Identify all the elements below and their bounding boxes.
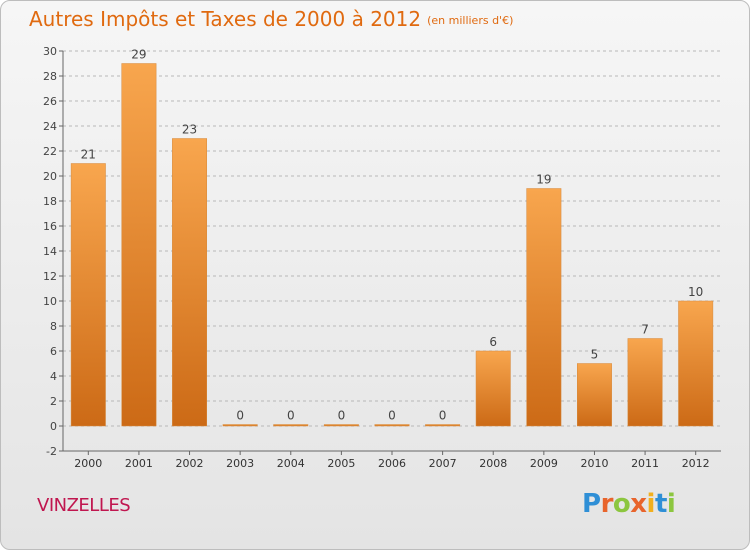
data-label-2008: 6: [489, 335, 497, 349]
bar-2010: [577, 363, 612, 427]
y-tick-label: 22: [43, 145, 57, 158]
bar-2002: [172, 138, 207, 427]
data-label-2005: 0: [338, 409, 346, 423]
x-tick-label-2002: 2002: [176, 457, 204, 470]
bar-2000: [70, 163, 106, 427]
y-tick-label: 14: [43, 245, 57, 258]
y-tick-label: 24: [43, 120, 57, 133]
bar-2012: [678, 300, 714, 427]
data-label-2002: 23: [182, 123, 197, 137]
bar-2005: [323, 424, 359, 427]
y-tick-label: 16: [43, 220, 57, 233]
y-tick-label: 0: [50, 420, 57, 433]
x-tick-label-2001: 2001: [125, 457, 153, 470]
bar-2009: [526, 188, 562, 427]
data-label-2010: 5: [591, 348, 599, 362]
bar-2004: [273, 424, 309, 427]
commune-name: VINZELLES: [37, 495, 131, 516]
bar-2008: [475, 350, 511, 427]
chart-subtitle: (en milliers d'€): [427, 14, 514, 27]
y-tick-label: 8: [50, 320, 57, 333]
y-tick-label: 6: [50, 345, 57, 358]
x-tick-label-2000: 2000: [74, 457, 102, 470]
y-tick-label: 28: [43, 70, 57, 83]
bar-2006: [374, 424, 410, 427]
y-tick-label: 20: [43, 170, 57, 183]
proxiti-logo: Proxiti: [582, 489, 676, 519]
y-tick-label: 10: [43, 295, 57, 308]
y-tick-label: -2: [46, 445, 57, 458]
data-label-2006: 0: [388, 409, 396, 423]
bar-2003: [222, 424, 258, 427]
data-label-2000: 21: [81, 148, 96, 162]
x-tick-label-2004: 2004: [277, 457, 305, 470]
data-label-2003: 0: [236, 409, 244, 423]
y-tick-label: 12: [43, 270, 57, 283]
bar-2001: [121, 63, 157, 427]
x-tick-label-2009: 2009: [530, 457, 558, 470]
x-tick-label-2006: 2006: [378, 457, 406, 470]
bar-2007: [425, 424, 461, 427]
chart-title: Autres Impôts et Taxes de 2000 à 2012 (en…: [29, 7, 513, 31]
x-tick-label-2003: 2003: [226, 457, 254, 470]
x-tick-label-2012: 2012: [682, 457, 710, 470]
y-tick-label: 4: [50, 370, 57, 383]
data-label-2007: 0: [439, 409, 447, 423]
bar-2011: [627, 338, 663, 427]
x-tick-label-2011: 2011: [631, 457, 659, 470]
x-tick-label-2010: 2010: [580, 457, 608, 470]
data-label-2009: 19: [536, 173, 551, 187]
y-tick-label: 2: [50, 395, 57, 408]
title-text: Autres Impôts et Taxes de 2000 à 2012: [29, 7, 422, 31]
y-tick-label: 30: [43, 45, 57, 58]
x-tick-label-2007: 2007: [429, 457, 457, 470]
x-tick-label-2008: 2008: [479, 457, 507, 470]
y-tick-label: 18: [43, 195, 57, 208]
data-label-2001: 29: [131, 48, 146, 62]
data-label-2011: 7: [641, 323, 649, 337]
data-label-2004: 0: [287, 409, 295, 423]
data-label-2012: 10: [688, 285, 703, 299]
y-tick-label: 26: [43, 95, 57, 108]
x-tick-label-2005: 2005: [327, 457, 355, 470]
